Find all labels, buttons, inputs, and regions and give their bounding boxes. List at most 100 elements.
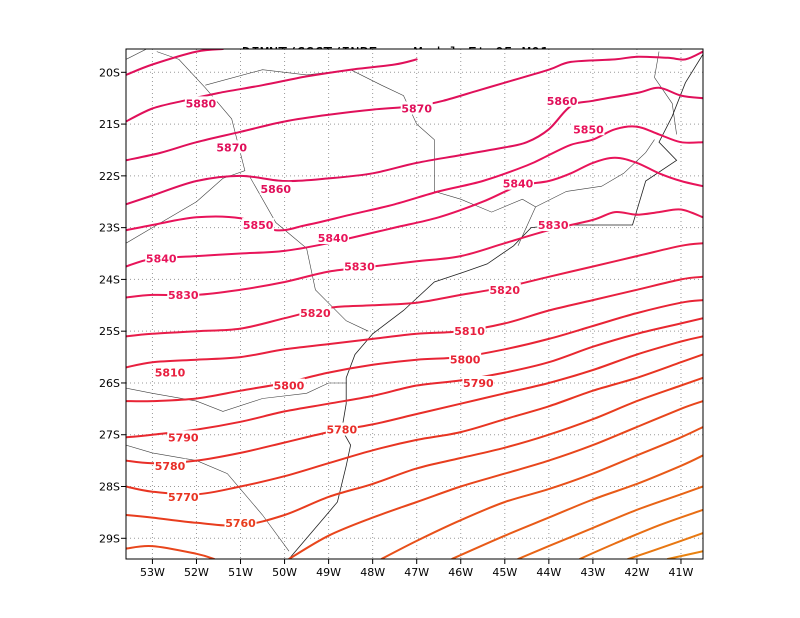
contour-5720: [517, 485, 703, 559]
contour-5870: [126, 50, 703, 162]
contour-label-background: [299, 306, 332, 320]
contour-labels: 5880 5870 5870 5860 5860 5850 5850 5840 5840 5840…: [145, 93, 605, 530]
coastline: [288, 53, 703, 559]
contour-label-background: [215, 140, 248, 154]
contour-5700: [627, 532, 703, 559]
x-tick-label: 52W: [184, 566, 209, 579]
contour-label-5840: 5840: [146, 253, 177, 266]
state-border: [126, 51, 246, 244]
contour-label-5830: 5830: [538, 219, 569, 232]
state-border: [205, 69, 536, 246]
x-tick-label: 49W: [316, 566, 341, 579]
x-tick-label: 51W: [228, 566, 253, 579]
x-tick-label: 41W: [669, 566, 694, 579]
contour-label-5790: 5790: [168, 431, 199, 444]
contour-label-5870: 5870: [401, 103, 432, 116]
contour-5820: [126, 242, 703, 338]
contour-label-background: [537, 218, 570, 232]
contour-5750: [126, 544, 216, 559]
state-border: [535, 139, 655, 208]
contour-label-5850: 5850: [243, 219, 274, 232]
contour-5810: [126, 275, 703, 369]
contour-5740: [380, 426, 703, 559]
y-tick-label: 20S: [99, 66, 120, 79]
contour-label-background: [343, 259, 376, 273]
contour-label-background: [572, 122, 605, 136]
state-border: [654, 51, 677, 135]
contour-label-5850: 5850: [573, 123, 604, 136]
x-tick-label: 43W: [580, 566, 605, 579]
x-tick-label: 50W: [272, 566, 297, 579]
y-tick-label: 22S: [99, 170, 120, 183]
contour-label-background: [546, 93, 579, 107]
contour-label-5780: 5780: [327, 424, 358, 437]
y-tick-label: 23S: [99, 222, 120, 235]
contour-label-5830: 5830: [168, 289, 199, 302]
geographic-boundaries: [126, 49, 703, 559]
contour-label-5790: 5790: [463, 377, 494, 390]
y-tick-label: 21S: [99, 118, 120, 131]
contour-label-5840: 5840: [318, 232, 349, 245]
x-tick-label: 44W: [536, 566, 561, 579]
contour-label-background: [167, 287, 200, 301]
contour-5830: [126, 208, 703, 299]
y-tick-label: 26S: [99, 377, 120, 390]
contour-label-background: [449, 352, 482, 366]
contour-label-background: [154, 365, 187, 379]
contour-label-5820: 5820: [489, 284, 520, 297]
plot-area: [126, 49, 703, 559]
y-tick-label: 29S: [99, 532, 120, 545]
state-border: [126, 382, 347, 412]
plot-frame: [125, 48, 704, 560]
contour-label-background: [488, 282, 521, 296]
contour-label-5860: 5860: [547, 95, 578, 108]
x-tick-label: 47W: [404, 566, 429, 579]
contour-label-5820: 5820: [300, 307, 331, 320]
contour-label-background: [145, 251, 178, 265]
contour-5780: [126, 335, 703, 465]
contour-5850: [126, 125, 703, 232]
contour-label-5840: 5840: [503, 178, 534, 191]
contour-5770: [126, 353, 703, 496]
contour-label-5870: 5870: [216, 141, 247, 154]
x-tick-label: 45W: [492, 566, 517, 579]
contour-label-5780: 5780: [155, 460, 186, 473]
axis-ticks: 53W 52W 51W 50W 49W 48W 47W 46W 45W 44W 43W 42W 41W 2…: [99, 66, 694, 579]
contour-label-background: [154, 458, 187, 472]
contour-label-background: [317, 230, 350, 244]
y-tick-label: 24S: [99, 273, 120, 286]
contour-5710: [578, 508, 703, 559]
contour-label-background: [259, 181, 292, 195]
contour-5840: [126, 156, 703, 268]
contour-5880: [126, 58, 418, 123]
contour-label-background: [184, 96, 217, 110]
contour-label-background: [242, 218, 275, 232]
contour-label-5800: 5800: [450, 354, 481, 367]
x-tick-label: 46W: [448, 566, 473, 579]
y-tick-label: 25S: [99, 325, 120, 338]
contour-label-background: [167, 489, 200, 503]
contour-label-background: [502, 176, 535, 190]
contour-label-5760: 5760: [225, 517, 256, 530]
x-tick-label: 53W: [140, 566, 165, 579]
contour-label-5880: 5880: [186, 97, 217, 110]
contour-5800: [126, 299, 703, 403]
contour-label-background: [462, 375, 495, 389]
y-tick-label: 28S: [99, 481, 120, 494]
contour-label-background: [400, 101, 433, 115]
contour-5860: [126, 86, 703, 206]
state-border: [126, 49, 148, 60]
contour-label-5770: 5770: [168, 491, 199, 504]
x-tick-label: 42W: [624, 566, 649, 579]
height-contours: [126, 49, 703, 559]
contour-label-background: [453, 324, 486, 338]
contour-5790: [126, 317, 703, 439]
contour-label-5860: 5860: [260, 183, 291, 196]
contour-label-background: [224, 515, 257, 529]
y-tick-label: 27S: [99, 429, 120, 442]
contour-label-5830: 5830: [344, 260, 375, 273]
contour-label-background: [167, 430, 200, 444]
contour-5760: [126, 376, 703, 527]
contour-label-5810: 5810: [155, 367, 186, 380]
